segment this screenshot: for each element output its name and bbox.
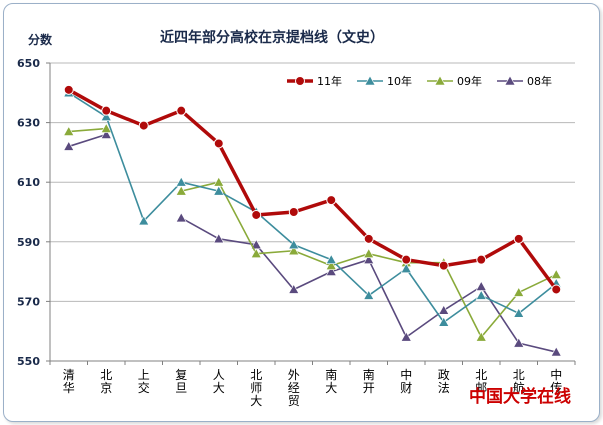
data-point (288, 283, 300, 294)
data-point (288, 239, 300, 250)
data-point (475, 289, 487, 300)
data-point (213, 233, 225, 244)
legend-label: 09年 (457, 74, 482, 88)
chart-title: 近四年部分高校在京提档线（文史） (160, 29, 384, 46)
legend-label: 08年 (527, 74, 552, 88)
x-tick-label: 北京 (100, 368, 112, 395)
data-point (63, 125, 75, 136)
data-point (250, 248, 262, 259)
y-tick-label: 590 (17, 236, 40, 249)
data-point (551, 284, 562, 295)
series-line (68, 133, 557, 353)
series-11年 (63, 84, 562, 295)
data-point (295, 76, 305, 86)
series-09年 (63, 122, 562, 342)
data-point (325, 260, 337, 270)
data-point (325, 265, 337, 276)
data-point (438, 304, 450, 315)
x-tick-label: 政法 (438, 368, 450, 395)
legend-item: 10年 (357, 74, 412, 88)
data-point (513, 233, 524, 244)
y-tick-label: 610 (17, 176, 40, 189)
legend-label: 11年 (317, 74, 342, 88)
legend: 11年 10年 09年 08年 (287, 74, 552, 88)
data-point (101, 105, 112, 116)
data-point (363, 233, 374, 244)
chart-frame (3, 3, 600, 422)
y-tick-label: 550 (17, 355, 40, 368)
data-point (363, 254, 375, 264)
x-tick-label: 复旦 (175, 368, 187, 395)
x-tick-label: 南大 (325, 367, 337, 395)
data-point (100, 128, 112, 139)
data-point (288, 207, 299, 217)
x-tick-label: 上交 (138, 368, 150, 395)
data-point (175, 185, 187, 196)
x-tick-label: 北师大 (250, 368, 262, 408)
data-point (475, 280, 487, 291)
data-point (288, 245, 300, 256)
data-point (438, 260, 449, 271)
data-point (438, 316, 450, 327)
x-tick-label: 南开 (363, 367, 375, 395)
x-tick-label: 中财 (400, 367, 412, 395)
data-point (363, 289, 375, 300)
x-tick-label: 北邮 (475, 368, 487, 395)
data-point (138, 215, 150, 226)
series-08年 (63, 128, 562, 357)
legend-item: 08年 (497, 74, 552, 88)
legend-item: 09年 (427, 74, 482, 88)
data-point (513, 286, 525, 297)
legend-label: 10年 (387, 74, 412, 88)
y-tick-label: 570 (17, 295, 40, 308)
data-point (476, 254, 487, 265)
data-point (504, 75, 516, 86)
x-tick-label: 清华 (63, 368, 75, 395)
data-point (401, 254, 412, 265)
data-point (63, 140, 75, 151)
data-point (175, 176, 187, 187)
watermark: 中国大学在线 (469, 386, 571, 407)
data-point (213, 185, 225, 196)
y-tick-label: 650 (17, 57, 40, 70)
y-tick-label: 630 (17, 117, 40, 130)
data-point (434, 75, 446, 86)
data-point (138, 120, 149, 131)
data-point (251, 209, 262, 220)
x-tick-label: 人大 (213, 368, 225, 395)
x-tick-label: 北航 (513, 368, 525, 395)
data-point (363, 248, 375, 259)
data-point (513, 337, 525, 348)
data-point (100, 122, 112, 133)
series-line (68, 92, 557, 324)
data-point (213, 138, 224, 149)
data-point (175, 212, 187, 223)
series-line (68, 127, 557, 338)
data-point (100, 111, 112, 121)
data-point (400, 263, 412, 273)
data-point (326, 195, 337, 206)
data-point (364, 75, 376, 86)
x-tick-label: 中传 (550, 367, 562, 395)
legend-item: 11年 (287, 74, 342, 88)
data-point (325, 254, 337, 264)
series-line (67, 88, 558, 291)
data-point (475, 331, 487, 342)
data-point (176, 105, 187, 116)
data-point (513, 307, 525, 318)
data-point (63, 84, 74, 95)
x-tick-label: 外经贸 (288, 368, 300, 408)
data-point (550, 346, 562, 357)
data-point (550, 268, 562, 279)
y-axis-label: 分数 (28, 32, 53, 47)
data-point (400, 331, 412, 342)
